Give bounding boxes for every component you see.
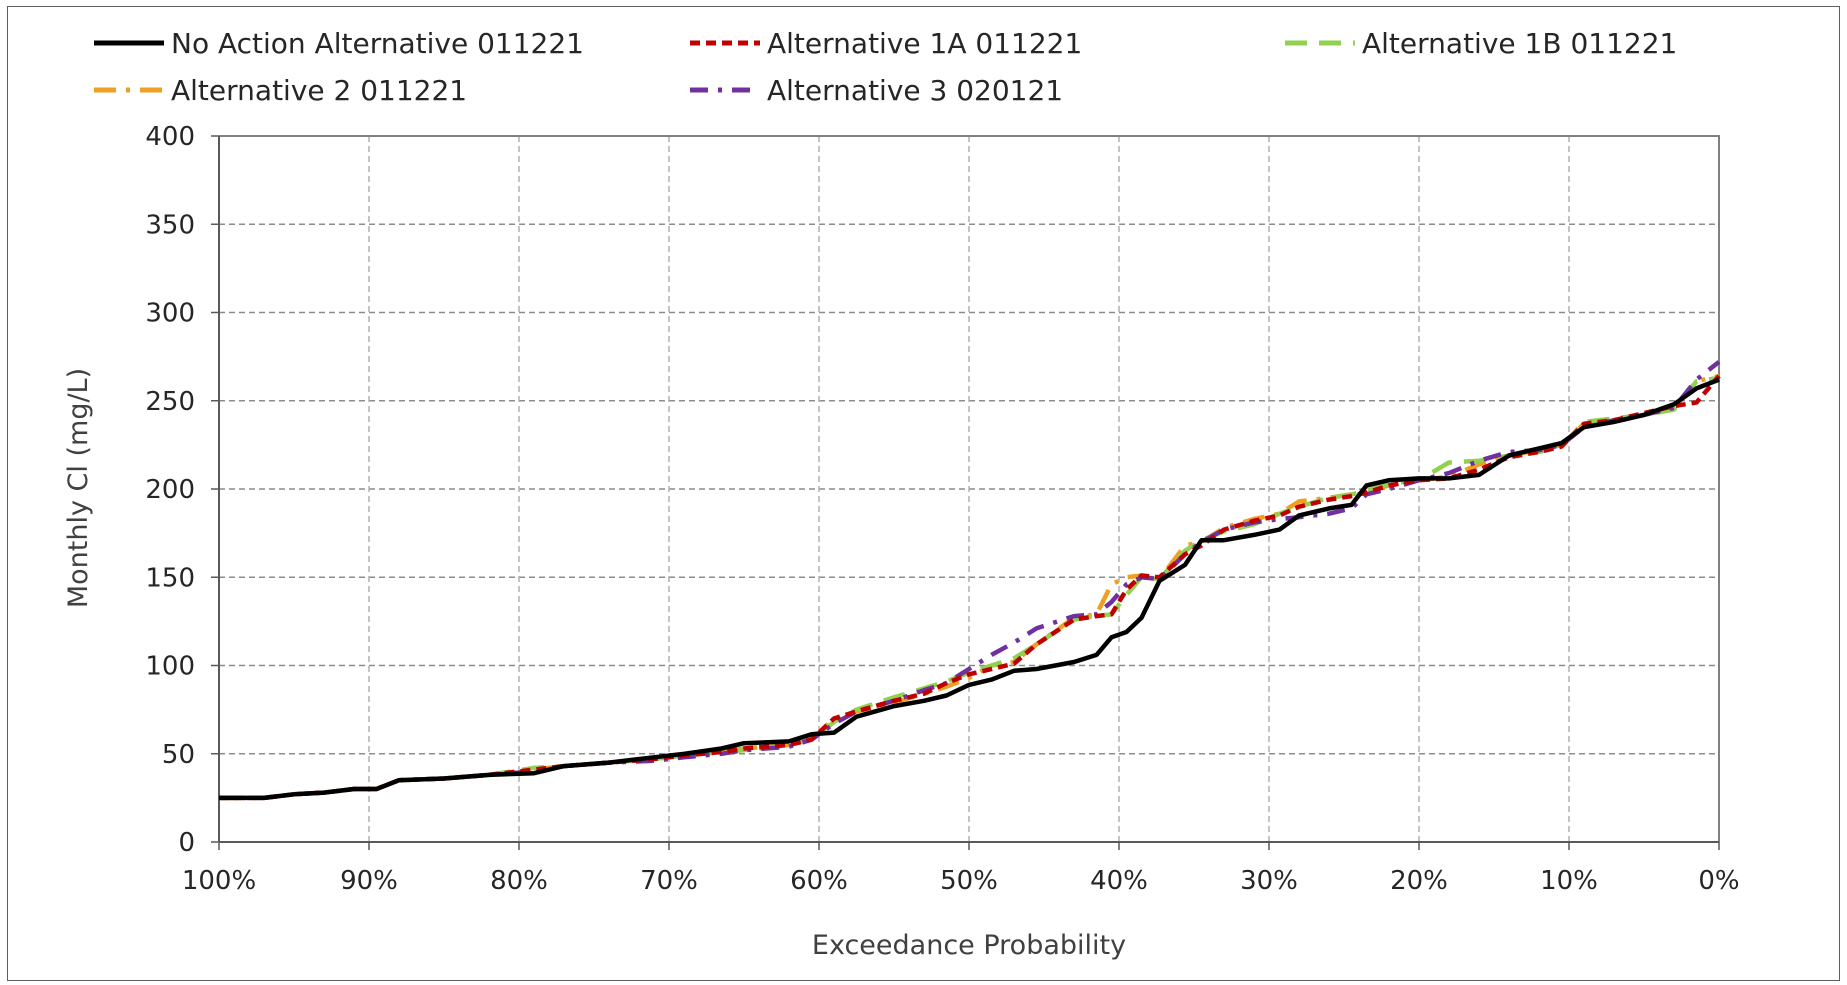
legend-label-2: Alternative 1B 011221 [1362, 27, 1677, 60]
y-tick-label: 300 [145, 299, 195, 329]
series-line-0 [219, 377, 1720, 801]
legend-label-4: Alternative 3 020121 [767, 74, 1063, 107]
x-tick-label: 100% [182, 866, 256, 896]
series-lines [219, 360, 1721, 801]
y-tick-label: 350 [145, 210, 195, 240]
x-tick-label: 70% [640, 866, 698, 896]
y-tick-label: 0 [178, 828, 195, 858]
x-tick-label: 0% [1698, 866, 1739, 896]
legend: No Action Alternative 011221 Alternative … [94, 27, 1677, 107]
grid-lines [219, 135, 1719, 842]
y-tick-label: 250 [145, 387, 195, 417]
x-tick-labels: 100% 90% 80% 70% 60% 50% 40% 30% 20% 10% 0% [182, 866, 1740, 896]
x-tick-label: 90% [340, 866, 398, 896]
axes [211, 135, 1720, 850]
y-tick-label: 150 [145, 563, 195, 593]
x-tick-label: 50% [940, 866, 998, 896]
y-tick-labels: 0 50 100 150 200 250 300 350 400 [145, 122, 195, 858]
y-axis-title: Monthly Cl (mg/L) [63, 368, 94, 608]
series-line-2 [219, 375, 1720, 801]
x-tick-label: 80% [490, 866, 548, 896]
x-tick-label: 60% [790, 866, 848, 896]
x-tick-label: 30% [1240, 866, 1298, 896]
legend-label-3: Alternative 2 011221 [171, 74, 467, 107]
legend-label-1: Alternative 1A 011221 [767, 27, 1082, 60]
x-tick-label: 10% [1540, 866, 1598, 896]
y-tick-label: 400 [145, 122, 195, 152]
series-line-4 [219, 360, 1721, 801]
chart-frame [7, 6, 1840, 981]
x-axis-title: Exceedance Probability [812, 930, 1126, 961]
x-tick-label: 20% [1390, 866, 1448, 896]
x-tick-label: 40% [1090, 866, 1148, 896]
legend-label-0: No Action Alternative 011221 [171, 27, 584, 60]
y-tick-label: 100 [145, 652, 195, 682]
y-tick-label: 200 [145, 475, 195, 505]
y-tick-label: 50 [162, 740, 195, 770]
